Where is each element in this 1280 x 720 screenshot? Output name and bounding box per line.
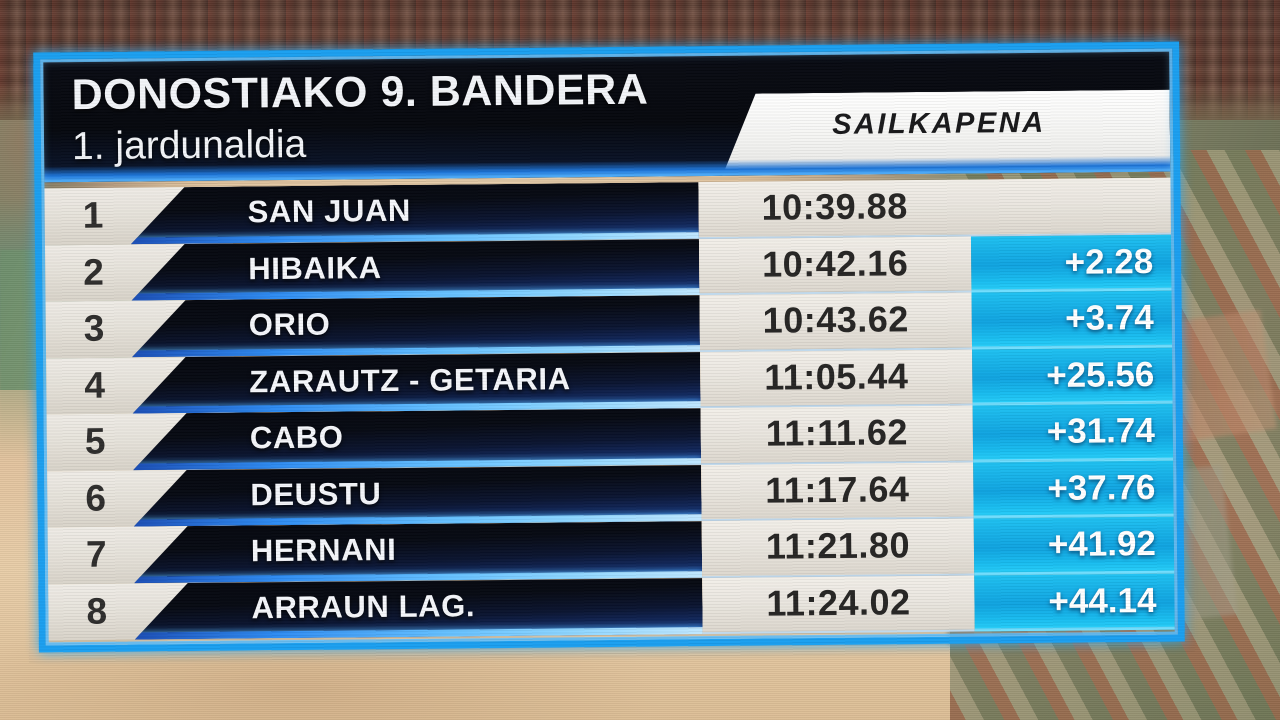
finish-time: 11:24.02 [766, 581, 911, 624]
finish-time: 11:05.44 [764, 355, 909, 398]
finish-time: 10:43.62 [762, 298, 910, 341]
team-cell: HERNANI [134, 521, 703, 583]
team-cell: DEUSTU [133, 465, 702, 527]
gap-cell: +44.14 [974, 573, 1175, 632]
gap-cell: +31.74 [972, 403, 1174, 463]
time-gap: +25.56 [1046, 354, 1155, 395]
results-scoreboard-panel: DONOSTIAKO 9. BANDERA 1. jardunaldia SAI… [23, 31, 1195, 663]
team-cell: SAN JUAN [130, 182, 699, 244]
time-gap: +44.14 [1048, 580, 1157, 621]
time-cell: 11:05.44 [700, 349, 973, 409]
finish-time: 10:42.16 [761, 242, 909, 285]
team-name: DEUSTU [250, 475, 382, 513]
finish-time: 10:39.88 [761, 185, 908, 228]
time-gap: +31.74 [1046, 411, 1156, 452]
time-cell: 11:21.80 [701, 518, 975, 578]
section-label: SAILKAPENA [831, 106, 1046, 141]
team-cell: ZARAUTZ - GETARIA [132, 352, 701, 414]
time-gap: +3.74 [1064, 298, 1154, 339]
team-name: ARRAUN LAG. [251, 587, 476, 626]
gap-cell: +25.56 [972, 347, 1173, 406]
rank-number: 5 [84, 420, 106, 463]
rank-number: 4 [84, 364, 106, 406]
rank-number: 6 [85, 477, 107, 519]
team-cell: ORIO [132, 295, 701, 357]
time-cell: 10:43.62 [699, 292, 973, 352]
gap-cell: +41.92 [973, 516, 1175, 576]
time-gap: +2.28 [1064, 241, 1154, 282]
finish-time: 11:17.64 [765, 468, 910, 511]
team-name: CABO [249, 419, 344, 456]
gap-cell: +2.28 [970, 234, 1172, 293]
time-cell: 10:39.88 [698, 177, 1171, 239]
team-name: HERNANI [250, 532, 397, 569]
finish-time: 11:11.62 [765, 411, 909, 454]
team-name: ZARAUTZ - GETARIA [249, 360, 571, 400]
team-name: ORIO [248, 306, 331, 343]
time-cell: 11:24.02 [702, 575, 975, 635]
table-row: 8 ARRAUN LAG. 11:24.02 +44.14 [48, 573, 1175, 641]
team-cell: ARRAUN LAG. [134, 578, 703, 640]
team-cell: HIBAIKA [131, 239, 700, 301]
time-cell: 10:42.16 [698, 236, 972, 296]
gap-cell: +37.76 [973, 460, 1174, 519]
time-gap: +37.76 [1047, 467, 1156, 508]
finish-time: 11:21.80 [765, 524, 911, 567]
event-title: DONOSTIAKO 9. BANDERA [71, 65, 649, 120]
rank-number: 8 [86, 590, 108, 632]
scoreboard-header: DONOSTIAKO 9. BANDERA 1. jardunaldia SAI… [43, 51, 1171, 183]
results-table: 1 SAN JUAN 10:39.88 2 HIBAIKA 10:42.16 +2.28 3 O… [44, 177, 1175, 643]
rank-number: 1 [82, 194, 104, 237]
gap-cell: +3.74 [971, 290, 1173, 350]
team-name: SAN JUAN [247, 192, 412, 230]
time-gap: +41.92 [1047, 524, 1157, 565]
rank-number: 3 [83, 307, 105, 350]
title-block: DONOSTIAKO 9. BANDERA 1. jardunaldia [71, 63, 649, 173]
time-cell: 11:17.64 [701, 462, 974, 522]
rank-number: 7 [85, 533, 107, 576]
time-cell: 11:11.62 [700, 405, 974, 465]
team-name: HIBAIKA [248, 249, 382, 287]
rank-number: 2 [83, 251, 105, 293]
team-cell: CABO [133, 408, 702, 470]
